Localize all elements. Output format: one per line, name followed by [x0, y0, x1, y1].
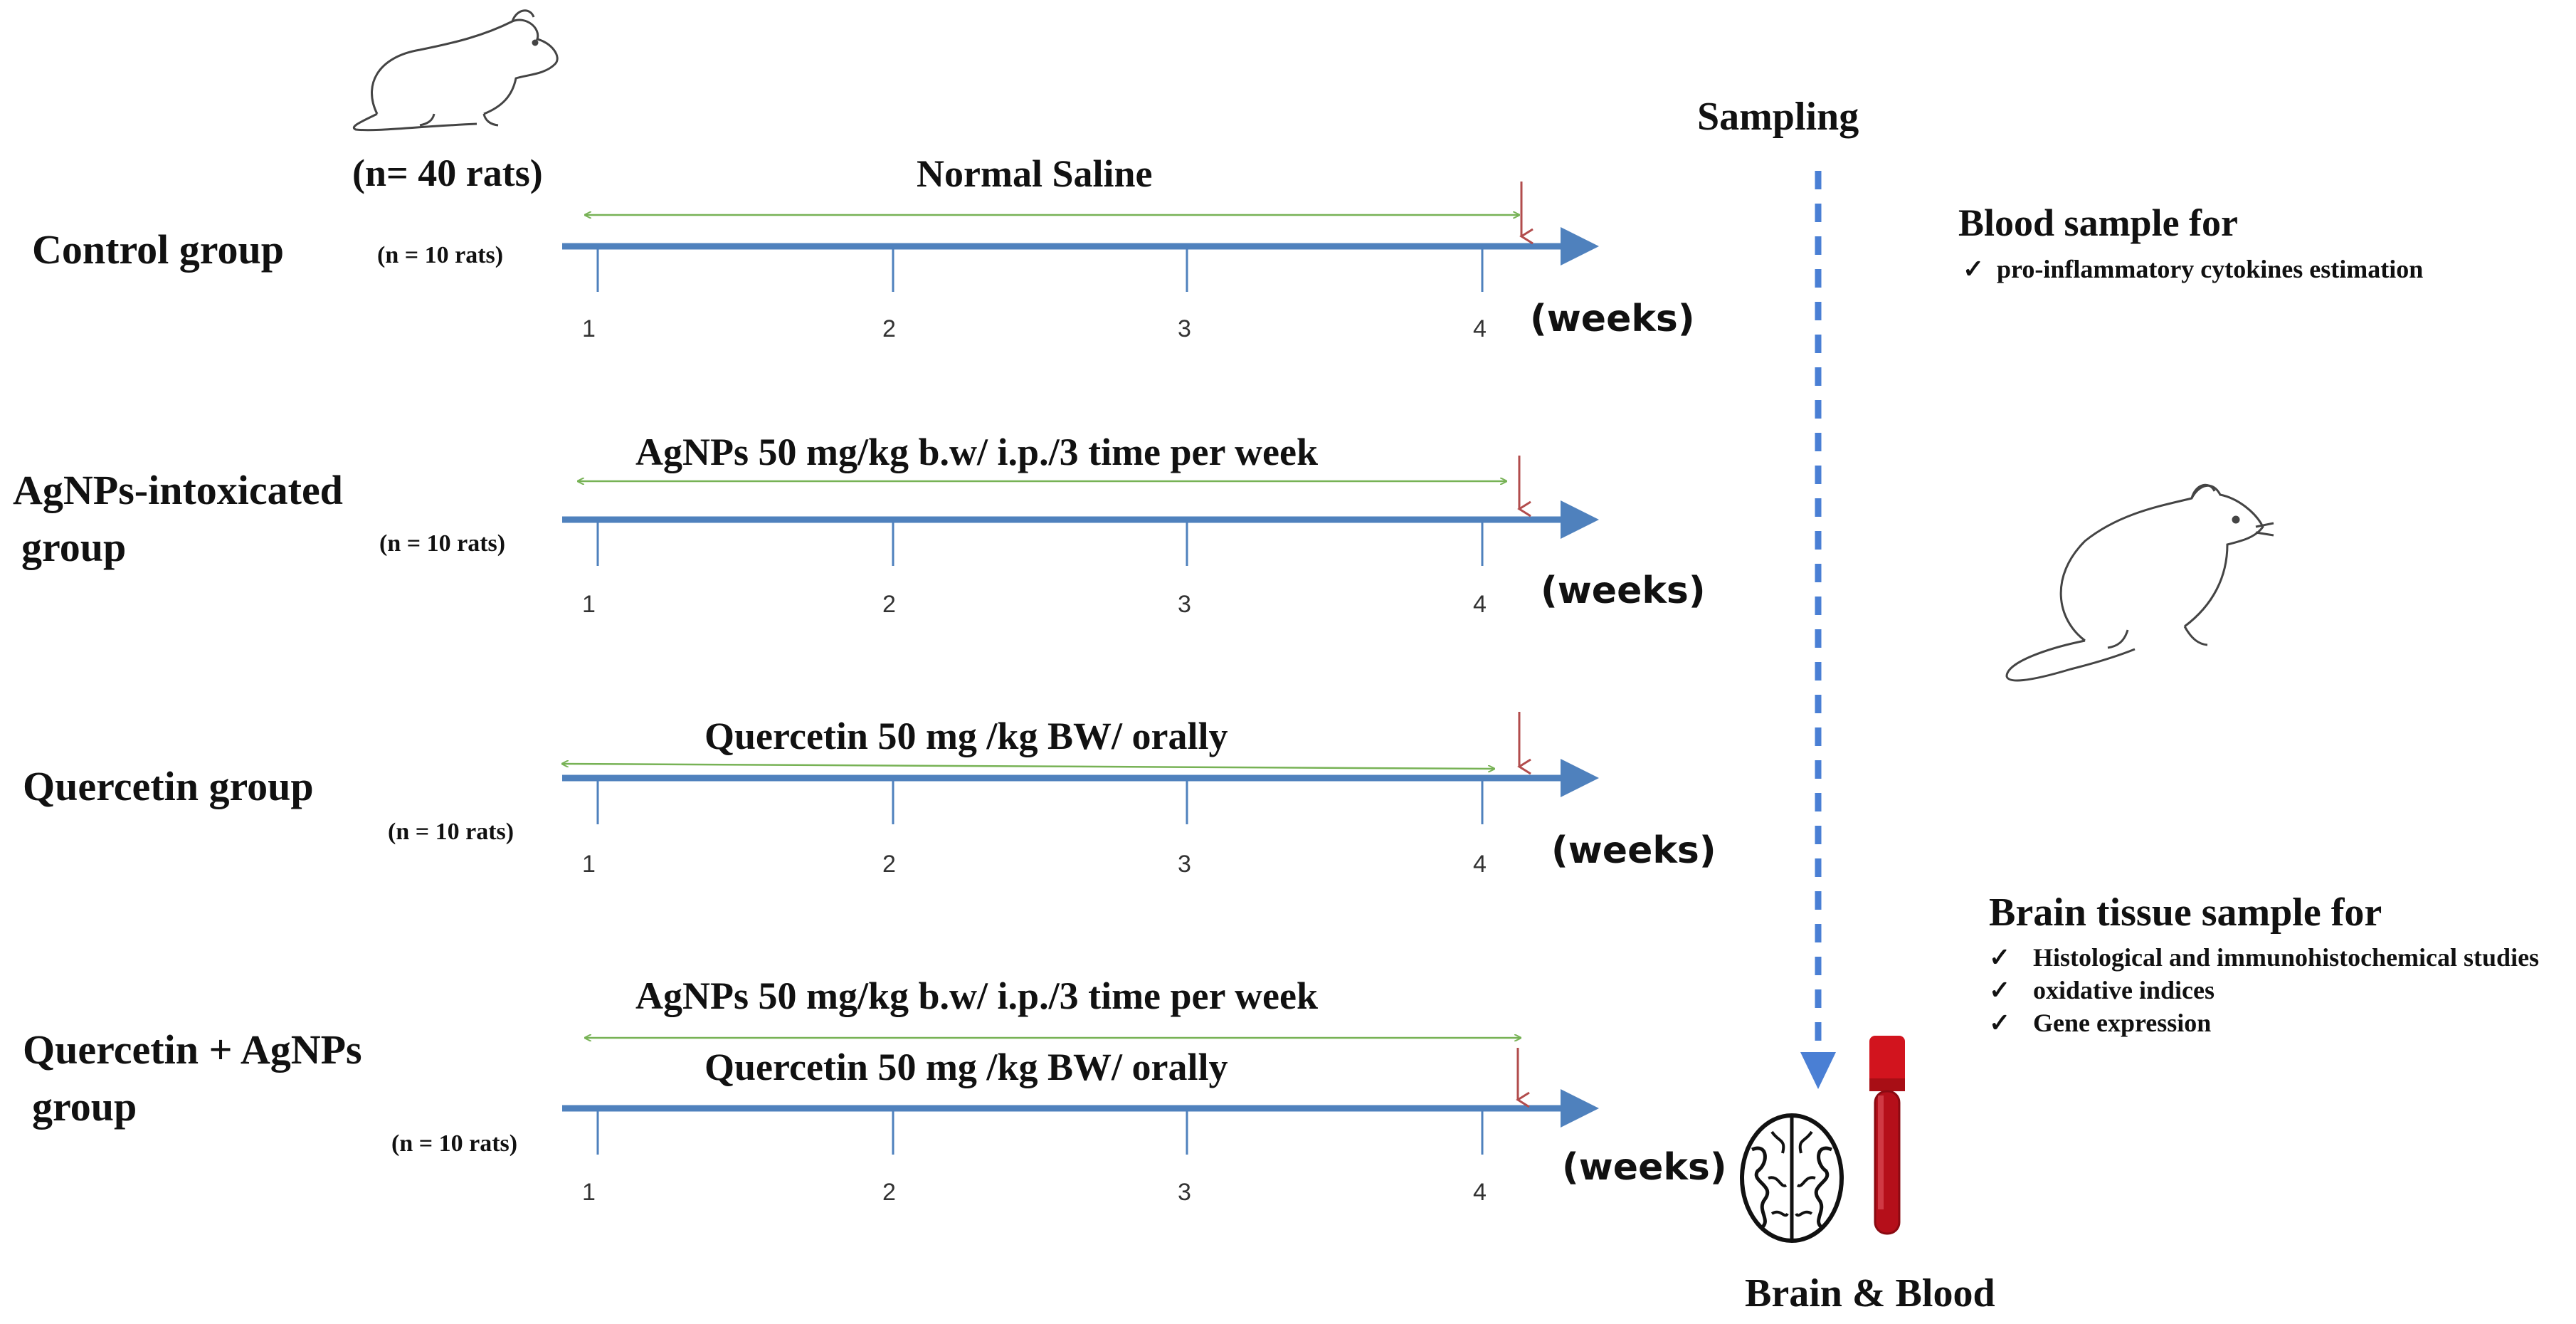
- group-label-agnps-line1: AgNPs-intoxicated: [13, 467, 343, 513]
- blood-tube-icon: [1869, 1036, 1905, 1235]
- group-label-quercetin: Quercetin group: [23, 763, 314, 809]
- list-item: ✓ oxidative indices: [1989, 974, 2545, 1007]
- tick-label: 3: [1178, 1179, 1191, 1206]
- population-label: (n= 40 rats): [352, 152, 543, 194]
- rat-icon: [2005, 483, 2274, 682]
- brain-icon: [1740, 1113, 1844, 1243]
- time-unit-label: (weeks): [1541, 569, 1706, 612]
- group-label-combined-line1: Quercetin + AgNPs: [23, 1026, 362, 1073]
- group-size-combined: (n = 10 rats): [391, 1130, 518, 1157]
- check-icon: ✓: [1989, 943, 2011, 972]
- treatment-label-quercetin: Quercetin 50 mg /kg BW/ orally: [704, 715, 1228, 757]
- brain-sample-list: ✓ Histological and immunohistochemical s…: [1989, 941, 2545, 1039]
- check-icon: ✓: [1989, 1009, 2011, 1037]
- tick-label: 4: [1473, 315, 1487, 342]
- group-label-combined-line2: group: [32, 1083, 137, 1130]
- tick-label: 1: [582, 315, 596, 342]
- group-size-agnps: (n = 10 rats): [379, 530, 506, 557]
- time-unit-label: (weeks): [1530, 298, 1695, 340]
- list-item: ✓ pro-inflammatory cytokines estimation: [1963, 253, 2423, 285]
- tick-label: 1: [582, 851, 596, 878]
- treatment-label-control: Normal Saline: [917, 152, 1153, 195]
- list-item: ✓ Histological and immunohistochemical s…: [1989, 941, 2545, 974]
- group-size-control: (n = 10 rats): [377, 242, 504, 268]
- timeline-control: [562, 182, 1599, 292]
- timeline-quercetin: [562, 712, 1599, 824]
- tick-label: 1: [582, 591, 596, 618]
- rat-icon: [353, 9, 559, 132]
- tick-label: 4: [1473, 1179, 1487, 1206]
- check-icon: ✓: [1989, 976, 2011, 1004]
- blood-sample-title: Blood sample for: [1958, 201, 2239, 244]
- timeline-combined: [562, 1038, 1599, 1155]
- tick-label: 3: [1178, 851, 1191, 878]
- treatment-label-combined-quercetin: Quercetin 50 mg /kg BW/ orally: [704, 1046, 1228, 1088]
- treatment-label-combined-agnps: AgNPs 50 mg/kg b.w/ i.p./3 time per week: [635, 974, 1318, 1017]
- time-unit-label: (weeks): [1562, 1146, 1727, 1189]
- treatment-label-agnps: AgNPs 50 mg/kg b.w/ i.p./3 time per week: [635, 431, 1318, 473]
- tick-label: 2: [882, 1179, 896, 1206]
- timeline-agnps: [562, 456, 1599, 566]
- brain-sample-title: Brain tissue sample for: [1989, 890, 2382, 935]
- treatment-arrow: [562, 764, 1494, 769]
- time-unit-label: (weeks): [1551, 829, 1716, 872]
- tick-label: 2: [882, 851, 896, 878]
- group-size-quercetin: (n = 10 rats): [388, 819, 514, 845]
- sampling-dashed-arrow: [1800, 171, 1836, 1089]
- blood-sample-list: ✓ pro-inflammatory cytokines estimation: [1963, 253, 2423, 285]
- tick-label: 3: [1178, 315, 1191, 342]
- tick-label: 4: [1473, 591, 1487, 618]
- group-label-control: Control group: [32, 226, 284, 273]
- tick-label: 3: [1178, 591, 1191, 618]
- tick-label: 4: [1473, 851, 1487, 878]
- group-label-agnps-line2: group: [21, 524, 127, 570]
- tick-label: 2: [882, 591, 896, 618]
- tick-label: 2: [882, 315, 896, 342]
- sampling-label: Sampling: [1697, 95, 1859, 139]
- check-icon: ✓: [1963, 255, 1985, 283]
- list-item: ✓ Gene expression: [1989, 1007, 2545, 1039]
- brain-blood-label: Brain & Blood: [1745, 1271, 1995, 1315]
- tick-label: 1: [582, 1179, 596, 1206]
